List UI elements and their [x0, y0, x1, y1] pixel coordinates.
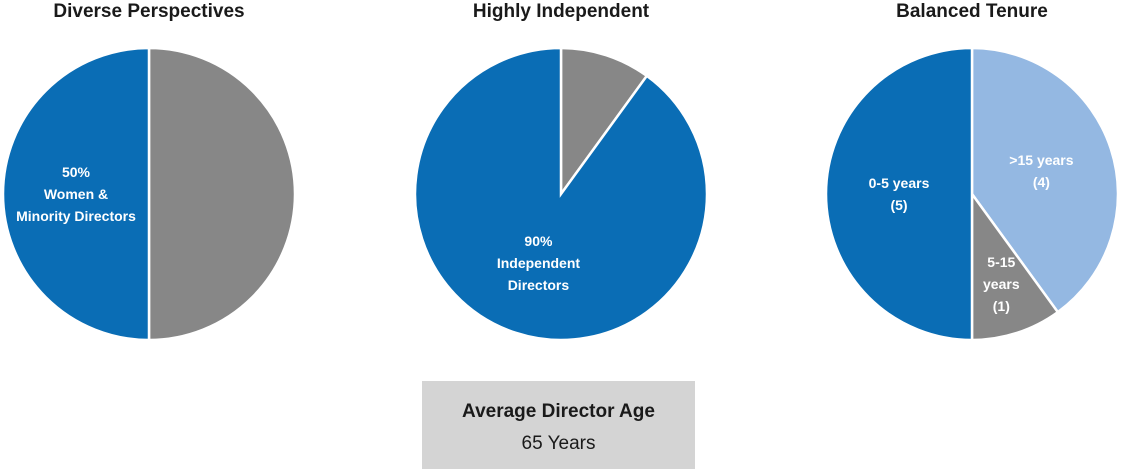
slice-label: >15 years (4) [1009, 149, 1073, 193]
slice-value-label: (5) [890, 197, 908, 213]
slice-label: 50% Women & Minority Directors [16, 161, 136, 227]
slice-name: Women & Minority Directors [16, 186, 136, 224]
pie-slice [559, 46, 649, 198]
slice-name: >15 years [1009, 152, 1074, 169]
slice-value-label: 90% [524, 233, 553, 250]
slice-value-label: (4) [1032, 174, 1050, 191]
slice-value-label: 50% [61, 164, 91, 180]
summary-box: Average Director Age 65 Years [422, 381, 695, 469]
summary-title: Average Director Age [462, 401, 655, 422]
pie-slice [147, 46, 297, 342]
slice-label: 0-5 years (5) [869, 172, 930, 216]
chart-title: Diverse Perspectives [53, 1, 244, 22]
slice-name: 5-15 years [983, 254, 1020, 293]
chart-title: Highly Independent [473, 1, 650, 22]
pie-slice [824, 46, 974, 342]
slice-value-label: (1) [992, 298, 1010, 315]
slice-name: Independent Directors [496, 255, 581, 294]
pie-slice [970, 46, 1120, 314]
slice-label: 5-15 years (1) [983, 251, 1020, 317]
pie-slice [970, 190, 1060, 342]
summary-value: 65 Years [521, 433, 596, 454]
chart-title: Balanced Tenure [896, 1, 1048, 22]
pie-slice [1, 46, 151, 342]
slice-label: 90% Independent Directors [497, 230, 580, 296]
slice-name: 0-5 years [868, 175, 930, 191]
pie-slice [413, 46, 709, 342]
